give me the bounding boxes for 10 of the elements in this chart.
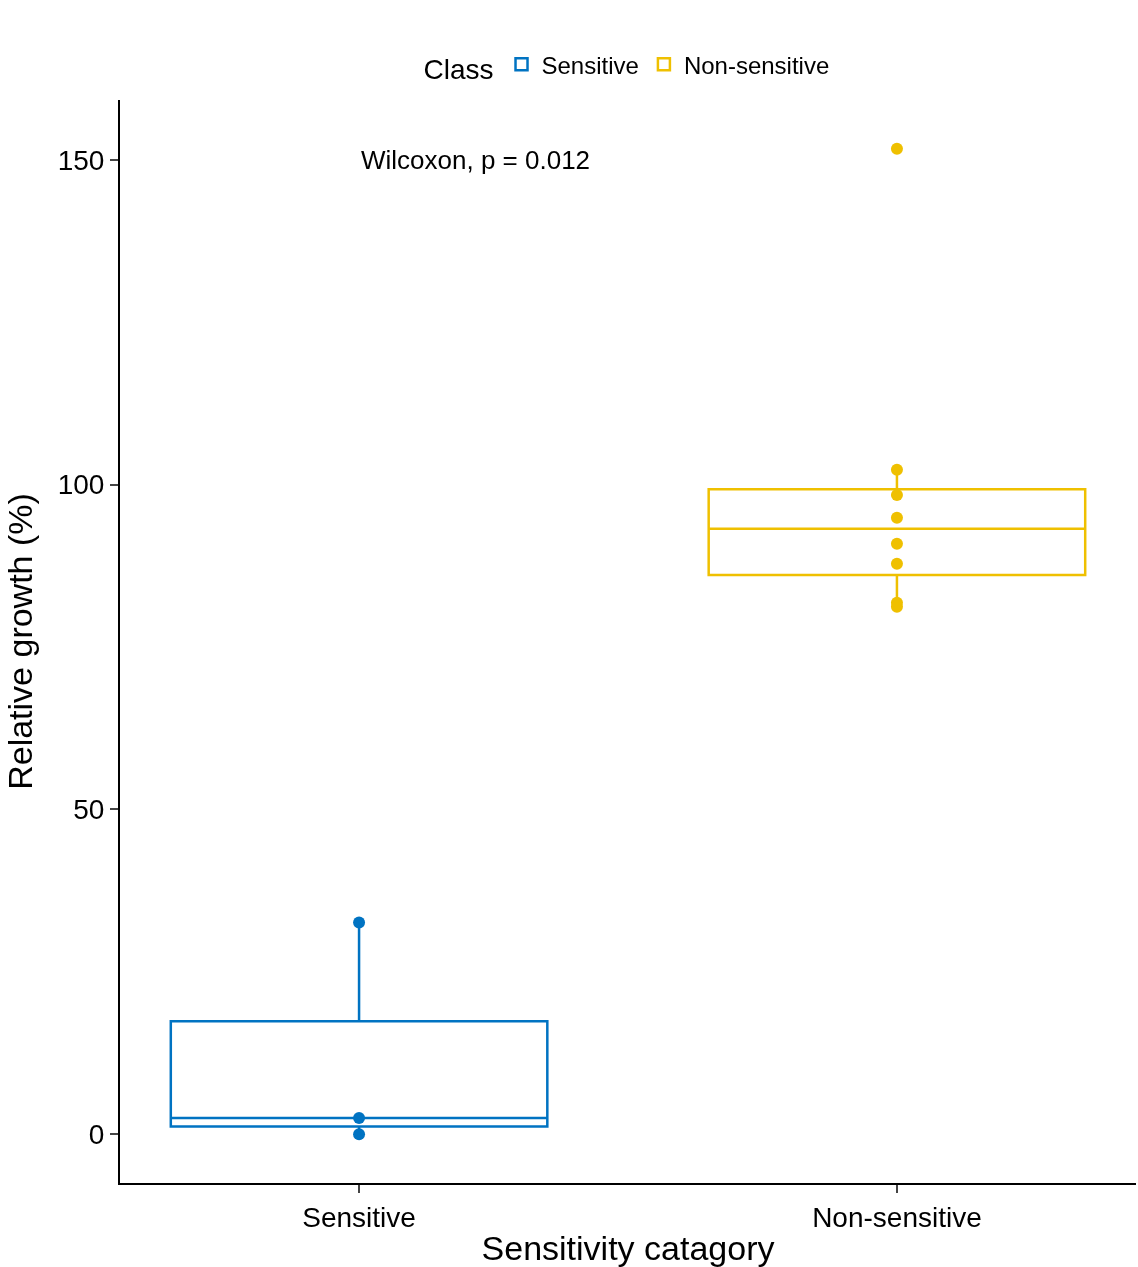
legend-label: Non-sensitive bbox=[683, 51, 830, 79]
y-axis-title: Relative growth (%) bbox=[0, 493, 39, 790]
annotation: Wilcoxon, p = 0.012 bbox=[361, 145, 591, 175]
y-tick-label: 50 bbox=[73, 794, 105, 826]
legend-title: Class bbox=[423, 53, 494, 85]
y-tick-label: 150 bbox=[57, 144, 105, 176]
y-tick-label: 0 bbox=[88, 1119, 105, 1151]
legend-label: Sensitive bbox=[541, 51, 639, 79]
y-tick-label: 100 bbox=[57, 469, 105, 501]
x-axis-title: Sensitivity catagory bbox=[481, 1229, 775, 1267]
